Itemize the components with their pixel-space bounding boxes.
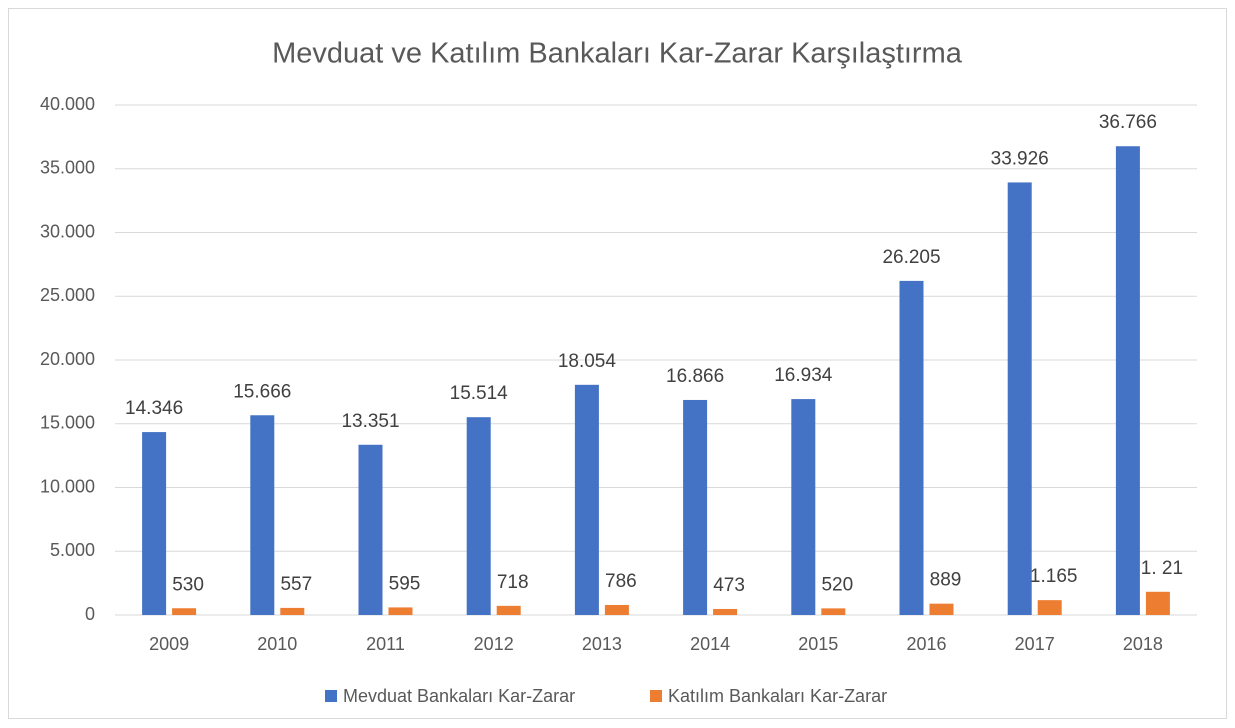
data-label: 33.926 — [991, 148, 1049, 169]
bar — [1115, 146, 1140, 615]
bar — [574, 384, 599, 615]
data-label: 36.766 — [1099, 112, 1157, 133]
y-tick-label: 35.000 — [40, 158, 95, 178]
x-tick-label: 2014 — [690, 634, 730, 654]
y-tick-label: 0 — [85, 604, 95, 624]
y-tick-label: 20.000 — [40, 349, 95, 369]
bar — [250, 415, 275, 615]
y-tick-label: 25.000 — [40, 285, 95, 305]
legend-swatch — [650, 690, 662, 702]
x-tick-label: 2010 — [257, 634, 297, 654]
bar — [1145, 591, 1170, 615]
bar — [358, 444, 383, 615]
bar — [388, 607, 413, 615]
data-label: 889 — [930, 570, 962, 591]
chart-title: Mevduat ve Katılım Bankaları Kar-Zarar K… — [272, 38, 963, 70]
data-label: 786 — [605, 571, 637, 592]
data-label: 26.205 — [882, 247, 940, 268]
bar — [1037, 600, 1062, 615]
data-label: 16.866 — [666, 366, 724, 387]
x-tick-label: 2018 — [1123, 634, 1163, 654]
data-label: 15.514 — [450, 383, 509, 404]
data-label: 15.666 — [233, 381, 291, 402]
bar — [496, 605, 521, 615]
data-label: 14.346 — [125, 398, 183, 419]
data-label: 718 — [497, 572, 529, 593]
y-tick-label: 10.000 — [40, 476, 95, 496]
data-label: 18.054 — [558, 351, 617, 372]
bar — [899, 280, 924, 615]
data-label: 530 — [172, 574, 204, 595]
x-tick-label: 2011 — [366, 634, 405, 654]
x-tick-label: 2017 — [1015, 634, 1055, 654]
data-label: 595 — [389, 573, 421, 594]
x-tick-label: 2013 — [582, 634, 622, 654]
bar — [142, 432, 167, 615]
x-tick-label: 2012 — [474, 634, 514, 654]
legend-swatch — [325, 690, 337, 702]
legend-label: Mevduat Bankaları Kar-Zarar — [343, 686, 575, 706]
bar — [713, 608, 738, 615]
data-label: 1.165 — [1030, 566, 1078, 587]
bar — [280, 607, 305, 615]
bar — [821, 608, 846, 615]
bar — [1007, 182, 1032, 616]
bar — [172, 608, 197, 615]
y-tick-label: 40.000 — [40, 94, 95, 114]
data-label: 473 — [713, 575, 745, 596]
data-label: 557 — [280, 574, 312, 595]
bar — [683, 399, 708, 615]
bar — [929, 603, 954, 615]
y-tick-label: 15.000 — [40, 413, 95, 433]
data-label: 16.934 — [774, 365, 833, 386]
bar — [466, 417, 491, 615]
y-tick-label: 30.000 — [40, 221, 95, 241]
data-label: 520 — [821, 574, 853, 595]
x-tick-label: 2015 — [798, 634, 838, 654]
bar — [604, 604, 629, 615]
x-tick-label: 2009 — [149, 634, 189, 654]
y-tick-label: 5.000 — [50, 540, 95, 560]
data-label: 13.351 — [341, 411, 399, 432]
data-label: 1. 21 — [1141, 558, 1183, 579]
bar — [791, 399, 816, 615]
x-tick-label: 2016 — [906, 634, 946, 654]
legend-label: Katılım Bankaları Kar-Zarar — [668, 686, 887, 706]
